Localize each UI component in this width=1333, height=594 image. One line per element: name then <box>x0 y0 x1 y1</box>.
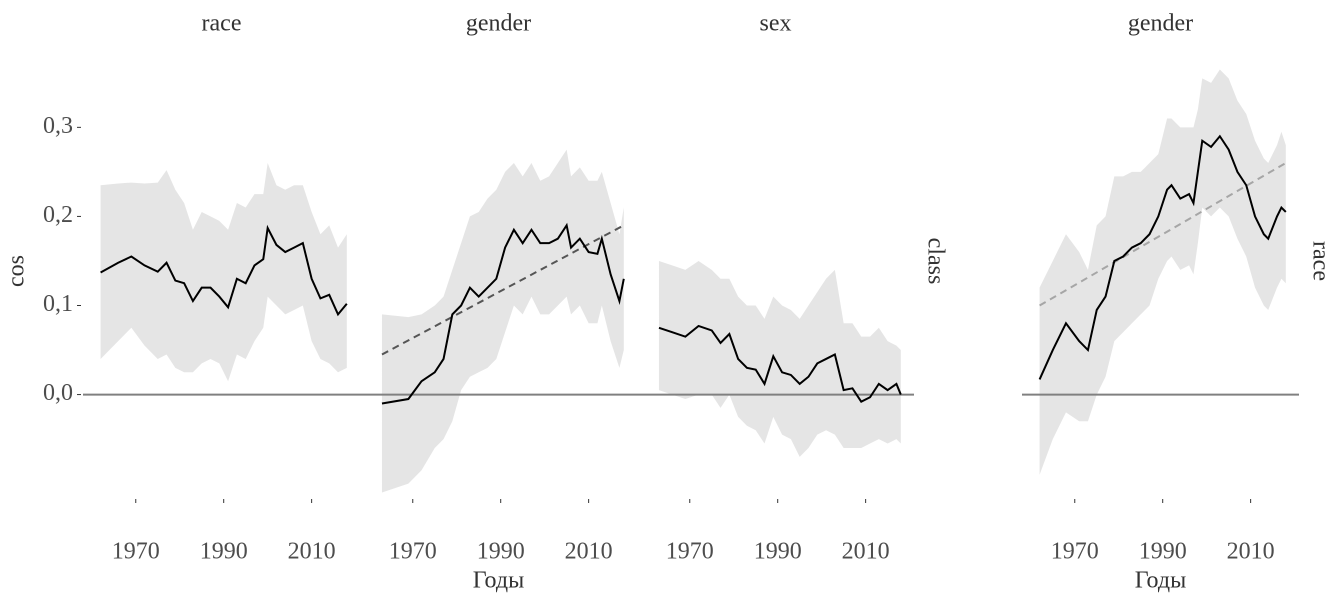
x-tick-label: 1990 <box>1139 539 1187 565</box>
x-tick-label: 2010 <box>842 539 890 565</box>
series-line <box>1038 134 1287 380</box>
confidence-band <box>381 149 624 493</box>
x-tick-label: 1970 <box>112 539 160 565</box>
x-tick-label: 2010 <box>565 539 613 565</box>
series-line <box>658 324 902 403</box>
x-tick-label: 2010 <box>1227 539 1275 565</box>
x-tick-label: 1990 <box>754 539 802 565</box>
y-tick-label: 0,2 <box>43 202 73 228</box>
y-axis-title: cos <box>4 255 30 287</box>
x-axis-title: Годы <box>473 568 524 594</box>
x-tick-label: 2010 <box>288 539 336 565</box>
series-line <box>100 224 348 317</box>
confidence-band <box>100 162 347 382</box>
confidence-band <box>658 260 901 457</box>
y-tick-label: 0,1 <box>43 291 73 317</box>
strip-label: race <box>202 11 242 37</box>
strip-label: gender <box>466 11 531 37</box>
y-tick-label: 0,3 <box>43 113 73 139</box>
x-tick-label: 1970 <box>1051 539 1099 565</box>
x-tick-label: 1970 <box>666 539 714 565</box>
y-tick-label: 0,0 <box>43 380 73 406</box>
row-label: class <box>922 238 948 285</box>
trend-line <box>381 224 625 356</box>
x-tick-label: 1990 <box>200 539 248 565</box>
row-label: race <box>1307 241 1333 281</box>
strip-label: gender <box>1128 11 1193 37</box>
x-tick-label: 1970 <box>389 539 437 565</box>
series-line <box>381 222 625 405</box>
strip-label: sex <box>760 11 792 37</box>
x-tick-label: 1990 <box>477 539 525 565</box>
x-axis-title: Годы <box>1135 568 1186 594</box>
confidence-band <box>1039 69 1286 475</box>
